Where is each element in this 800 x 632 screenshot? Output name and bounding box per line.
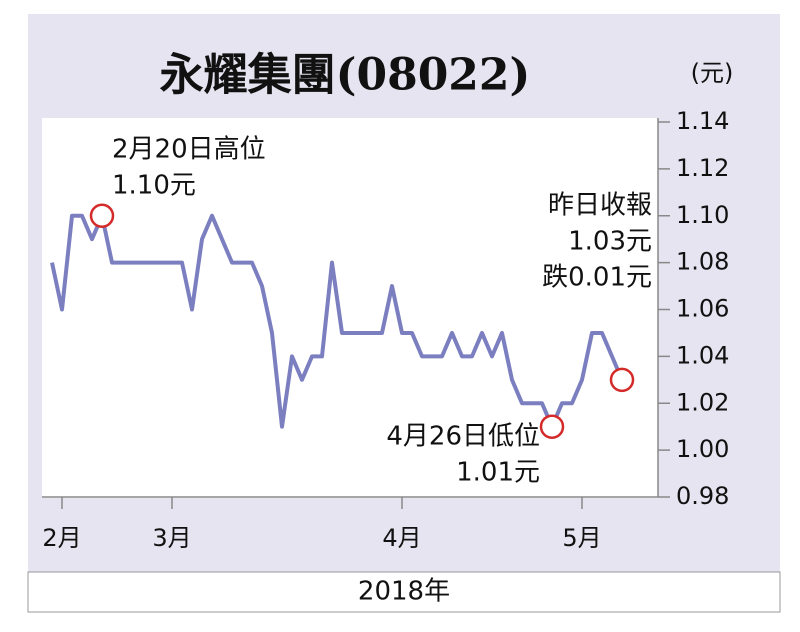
y-tick-label: 1.00	[676, 435, 729, 463]
line	[50, 213, 624, 429]
highlight-marker	[609, 367, 635, 393]
annotation: 1.03元	[568, 227, 652, 257]
y-tick-label: 1.14	[676, 107, 729, 135]
chart-title: 永耀集團(08022)	[160, 50, 531, 101]
y-tick-label: 1.10	[676, 201, 729, 229]
x-tick-label: 4月	[382, 524, 421, 552]
annotation: 1.10元	[112, 171, 196, 201]
annotation: 1.01元	[456, 458, 540, 488]
annotation: 跌0.01元	[542, 263, 652, 293]
x-tick-label: 2月	[42, 524, 81, 552]
x-axis-label: 2018年	[358, 577, 450, 607]
x-tick-label: 5月	[562, 524, 601, 552]
x-label-box	[27, 571, 781, 613]
y-tick-label: 1.12	[676, 154, 729, 182]
y-unit: (元)	[691, 59, 734, 87]
y-tick-label: 1.02	[676, 388, 729, 416]
annotation: 4月26日低位	[386, 422, 540, 452]
highlight-marker	[89, 203, 115, 228]
y-tick-label: 1.04	[676, 341, 729, 369]
y-tick-label: 1.08	[676, 248, 729, 276]
x-tick-label: 3月	[152, 524, 191, 552]
highlight-marker	[539, 414, 565, 439]
y-tick-label: 1.06	[676, 295, 729, 323]
annotation: 2月20日高位	[112, 135, 266, 165]
annotation: 昨日收報	[548, 191, 652, 221]
y-tick-label: 0.98	[676, 482, 729, 510]
